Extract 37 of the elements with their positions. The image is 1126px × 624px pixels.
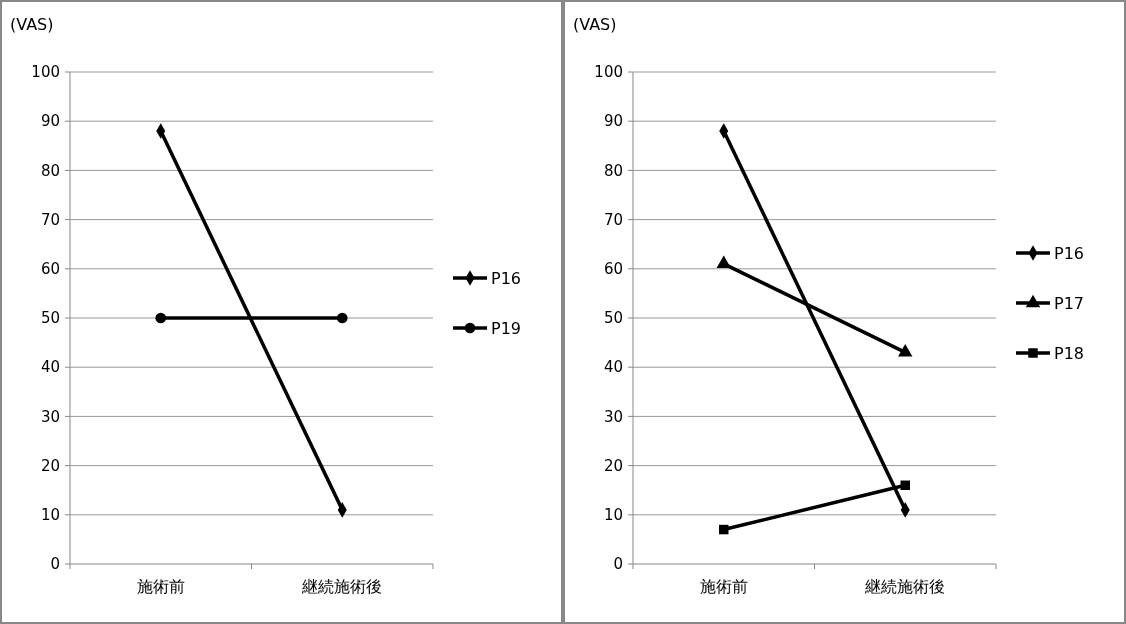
y-tick-label: 90 xyxy=(40,112,60,131)
y-tick-label: 20 xyxy=(603,456,623,475)
y-tick-label: 100 xyxy=(31,63,60,82)
y-tick-label: 50 xyxy=(40,309,60,328)
legend-label: P18 xyxy=(1054,343,1085,363)
legend-label: P19 xyxy=(491,318,522,338)
y-tick-label: 70 xyxy=(603,210,623,229)
y-tick-label: 70 xyxy=(40,210,60,229)
y-tick-label: 60 xyxy=(40,260,60,279)
point xyxy=(719,524,729,535)
x-tick-label: 施術前 xyxy=(136,577,185,596)
y-axis-title: (VAS) xyxy=(573,15,617,34)
x-tick-label: 継続施術後 xyxy=(864,577,946,596)
y-tick-label: 40 xyxy=(40,358,60,377)
y-tick-label: 20 xyxy=(40,456,60,475)
y-tick-label: 0 xyxy=(50,555,60,574)
point xyxy=(900,480,910,491)
x-tick-label: 継続施術後 xyxy=(301,577,383,596)
legend-label: P16 xyxy=(491,268,522,288)
y-tick-label: 40 xyxy=(603,358,623,377)
y-tick-label: 10 xyxy=(603,506,623,525)
y-axis-title: (VAS) xyxy=(10,15,54,34)
y-tick-label: 30 xyxy=(40,407,60,426)
legend-label: P17 xyxy=(1054,293,1085,313)
x-tick-label: 施術前 xyxy=(699,577,748,596)
y-tick-label: 60 xyxy=(603,260,623,279)
y-tick-label: 30 xyxy=(603,407,623,426)
point xyxy=(336,312,348,324)
y-tick-label: 100 xyxy=(594,63,623,82)
y-tick-label: 90 xyxy=(603,112,623,131)
y-tick-label: 10 xyxy=(40,506,60,525)
y-tick-label: 0 xyxy=(613,555,623,574)
legend-label: P16 xyxy=(1054,243,1085,263)
y-tick-label: 50 xyxy=(603,309,623,328)
y-tick-label: 80 xyxy=(603,161,623,180)
point xyxy=(155,312,167,324)
y-tick-label: 80 xyxy=(40,161,60,180)
